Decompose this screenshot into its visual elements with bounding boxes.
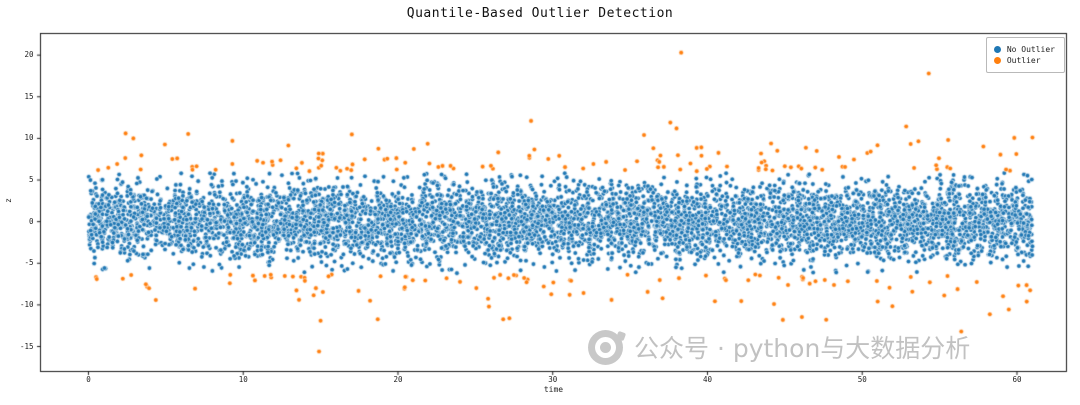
chart-title: Quantile-Based Outlier Detection [406, 6, 674, 21]
y-tick-label: 5 [28, 175, 34, 185]
x-tick-label: 30 [548, 375, 558, 384]
y-tick-label: -5 [24, 258, 34, 268]
x-axis-label: time [543, 385, 564, 394]
outlier-marker-icon [993, 57, 1001, 64]
x-tick-label: 20 [393, 375, 403, 384]
x-tick-label: 40 [702, 375, 712, 384]
x-tick-label: 0 [86, 375, 91, 384]
y-tick-label: 15 [24, 91, 34, 101]
y-tick-label: 10 [24, 133, 34, 143]
y-tick-label: -10 [19, 299, 34, 309]
legend: No Outlier Outlier [985, 37, 1065, 73]
y-tick-label: 20 [24, 50, 34, 60]
y-tick-label: 0 [28, 216, 34, 226]
legend-label-outlier: Outlier [1006, 56, 1041, 65]
x-tick-label: 10 [238, 375, 248, 384]
legend-item-no-outlier: No Outlier [993, 45, 1055, 54]
no-outlier-marker-icon [993, 46, 1001, 53]
y-tick-label: -15 [19, 341, 34, 351]
y-axis-label: z [3, 198, 13, 203]
legend-item-outlier: Outlier [993, 56, 1055, 65]
x-tick-label: 50 [857, 375, 867, 384]
x-tick-label: 60 [1012, 375, 1022, 384]
legend-label-no-outlier: No Outlier [1006, 45, 1055, 54]
